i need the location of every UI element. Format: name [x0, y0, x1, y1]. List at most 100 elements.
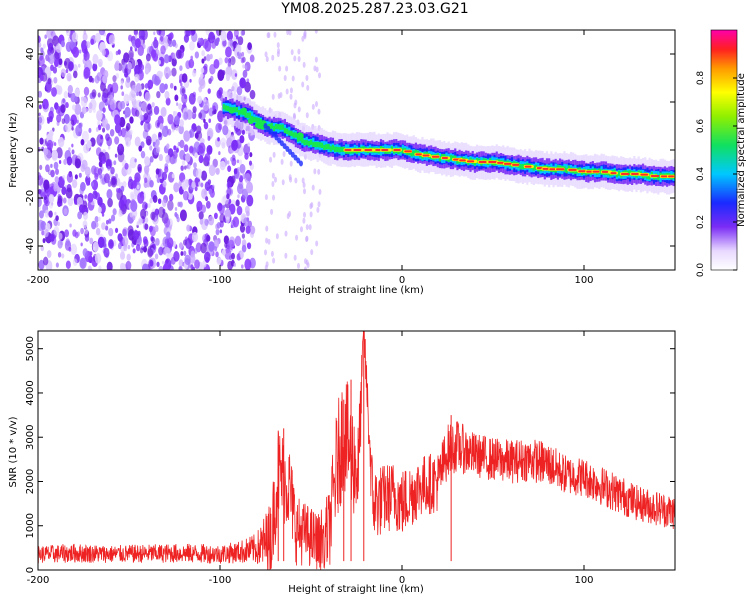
noise-cell — [264, 264, 268, 270]
noise-cell — [140, 150, 146, 159]
noise-cell — [178, 124, 184, 135]
ridge-cell — [312, 141, 315, 148]
noise-cell — [71, 179, 78, 189]
noise-cell — [149, 145, 153, 151]
noise-cell — [169, 32, 174, 40]
noise-cell — [299, 226, 303, 233]
noise-cell — [123, 244, 128, 252]
noise-cell — [301, 81, 305, 88]
noise-cell — [162, 263, 170, 270]
noise-cell — [306, 262, 310, 269]
noise-cell — [77, 211, 83, 220]
noise-cell — [125, 79, 131, 89]
noise-cell — [163, 66, 171, 79]
noise-cell — [270, 208, 274, 215]
noise-cell — [159, 123, 164, 130]
ridge-core — [353, 149, 362, 151]
snr-series-line — [38, 331, 675, 570]
noise-cell — [150, 211, 156, 221]
noise-cell — [269, 156, 273, 163]
noise-cell — [60, 104, 66, 114]
noise-cell — [80, 227, 84, 235]
noise-cell — [167, 114, 174, 125]
noise-cell — [135, 82, 142, 94]
noise-cell — [67, 196, 74, 207]
noise-cell — [98, 30, 106, 36]
noise-cell — [158, 265, 164, 270]
noise-cell — [82, 248, 88, 257]
noise-cell — [198, 211, 204, 220]
noise-cell — [303, 211, 307, 218]
noise-cell — [236, 183, 244, 195]
ridge-core — [568, 168, 577, 171]
noise-cell — [213, 59, 220, 69]
ridge-cell — [224, 105, 228, 111]
noise-cell — [271, 172, 275, 179]
noise-cell — [182, 102, 187, 108]
noise-cell — [126, 253, 131, 261]
noise-cell — [128, 34, 133, 42]
noise-cell — [194, 186, 198, 192]
noise-cell — [91, 220, 97, 230]
noise-cell — [83, 66, 91, 79]
noise-cell — [303, 266, 307, 270]
noise-cell — [189, 128, 195, 138]
noise-cell — [245, 225, 251, 234]
noise-cell — [155, 146, 161, 154]
noise-cell — [99, 173, 103, 179]
spectrogram-xtick-label: -200 — [27, 275, 50, 286]
noise-cell — [145, 53, 151, 62]
noise-cell — [238, 159, 243, 165]
noise-cell — [132, 248, 136, 254]
ridge-cell — [253, 116, 256, 123]
noise-cell — [64, 229, 69, 238]
noise-cell — [110, 214, 116, 222]
noise-cell — [212, 105, 216, 111]
noise-cell — [149, 179, 154, 188]
noise-cell — [66, 156, 73, 166]
ridge-core — [415, 153, 422, 156]
noise-cell — [289, 176, 293, 183]
noise-cell — [38, 197, 42, 208]
ridge-core — [660, 175, 669, 178]
noise-cell — [144, 177, 148, 184]
noise-cell — [297, 55, 301, 62]
ridge-cell — [329, 146, 332, 152]
noise-cell — [203, 56, 207, 61]
noise-cell — [139, 68, 143, 74]
noise-cell — [217, 110, 225, 123]
ridge-core — [431, 155, 440, 158]
noise-cell — [219, 213, 226, 223]
noise-cell — [180, 165, 184, 172]
noise-cell — [208, 31, 216, 44]
noise-cell — [161, 260, 165, 265]
noise-cell — [241, 244, 247, 253]
noise-cell — [215, 228, 220, 236]
noise-cell — [184, 94, 188, 100]
noise-cell — [227, 61, 232, 68]
noise-cell — [293, 55, 297, 62]
snr-xtick-label: 0 — [399, 575, 405, 586]
noise-cell — [82, 32, 88, 42]
noise-cell — [38, 104, 42, 110]
ridge-cell — [316, 141, 319, 148]
noise-cell — [178, 180, 182, 187]
noise-cell — [54, 176, 59, 184]
noise-cell — [248, 195, 252, 201]
noise-cell — [84, 194, 88, 199]
noise-cell — [71, 126, 74, 131]
noise-cell — [49, 233, 55, 242]
noise-cell — [244, 65, 248, 70]
noise-cell — [123, 52, 130, 63]
noise-cell — [203, 63, 208, 71]
noise-cell — [305, 74, 309, 81]
noise-cell — [219, 160, 226, 171]
noise-cell — [317, 108, 321, 115]
noise-cell — [118, 209, 123, 218]
noise-cell — [87, 265, 92, 270]
noise-cell — [166, 237, 174, 249]
noise-cell — [113, 160, 117, 166]
noise-cell — [42, 191, 47, 198]
noise-cell — [140, 208, 147, 220]
noise-cell — [224, 242, 228, 248]
